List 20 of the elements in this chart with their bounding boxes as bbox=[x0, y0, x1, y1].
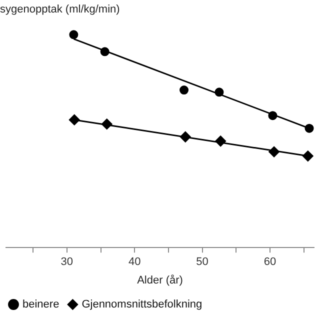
point bbox=[180, 131, 191, 142]
point bbox=[304, 124, 314, 133]
point bbox=[69, 30, 78, 40]
x-tick-label: 50 bbox=[196, 256, 208, 268]
x-axis-title: Alder (år) bbox=[137, 274, 183, 286]
point bbox=[268, 146, 280, 158]
x-tick-label: 30 bbox=[60, 256, 74, 268]
point bbox=[214, 88, 224, 97]
y-axis-title: sygenopptak (ml/kg/min) bbox=[0, 4, 120, 16]
legend-label: beinere bbox=[22, 298, 60, 311]
point bbox=[215, 136, 226, 147]
point bbox=[180, 86, 189, 95]
x-tick-label: 40 bbox=[128, 256, 141, 268]
legend-label: Gjennomsnittsbefolkning bbox=[82, 298, 202, 311]
point bbox=[302, 150, 314, 162]
point bbox=[101, 118, 112, 130]
point bbox=[100, 47, 110, 56]
x-tick-label: 60 bbox=[264, 256, 276, 268]
point bbox=[268, 111, 278, 120]
point bbox=[68, 114, 80, 126]
